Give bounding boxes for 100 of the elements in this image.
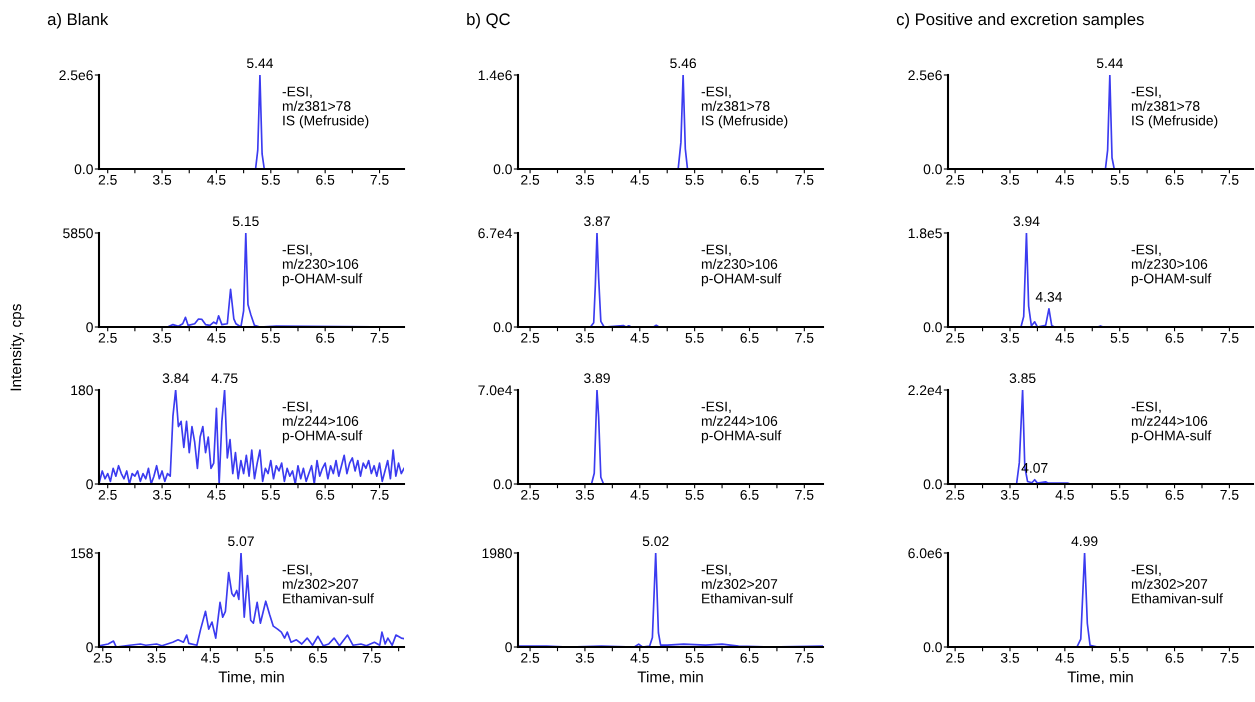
- x-tick-label: 4.5: [630, 175, 649, 185]
- x-tick-label: 2.5: [521, 332, 540, 343]
- annotation: 5.44: [1096, 58, 1123, 69]
- x-tick-label: 6.5: [316, 489, 335, 500]
- x-tick-label: 7.5: [362, 653, 381, 663]
- x-tick-label: 2.5: [98, 332, 117, 343]
- x-tick-label: 4.5: [630, 490, 649, 500]
- y-tick-label: 180: [71, 385, 93, 396]
- y-tick-label: 1980: [482, 548, 512, 559]
- x-tick-label: 6.5: [740, 332, 759, 343]
- x-axis-title: Time, min: [1067, 671, 1133, 685]
- x-tick-label: 6.5: [308, 652, 328, 663]
- annotation: 5.02: [642, 536, 669, 547]
- x-tick-label: 4.5: [1055, 490, 1074, 500]
- x-tick-label: 6.5: [1165, 489, 1184, 500]
- annotation: 3.89: [584, 373, 610, 384]
- y-tick-label: 0.0: [923, 479, 942, 490]
- x-tick-label: 5.5: [685, 490, 704, 500]
- annotation: -ESI, m/z230>106 p-OHAM-sulf: [701, 244, 782, 287]
- x-tick-label: 2.5: [98, 174, 117, 185]
- chart-title: a) Blank: [47, 12, 109, 29]
- x-tick-label: 3.5: [575, 174, 594, 185]
- x-tick-label: 7.5: [795, 653, 814, 663]
- y-tick-label: 2.5e6: [59, 70, 93, 81]
- annotation: 5.15: [232, 216, 259, 227]
- annotation: 3.94: [1013, 216, 1040, 227]
- y-tick-label: 0.0: [74, 164, 93, 175]
- x-tick-label: 4.5: [1055, 653, 1074, 663]
- x-tick-label: 7.5: [370, 490, 389, 500]
- y-tick-label: 0: [86, 479, 93, 490]
- x-tick-label: 2.5: [93, 652, 112, 663]
- x-tick-label: 3.5: [1000, 489, 1020, 500]
- x-tick-label: 5.5: [685, 175, 704, 185]
- x-tick-label: 4.5: [1055, 333, 1074, 343]
- x-tick-label: 3.5: [152, 332, 172, 343]
- x-tick-label: 4.5: [207, 490, 226, 500]
- x-tick-label: 4.5: [630, 333, 649, 343]
- y-tick-label: 0.0: [493, 479, 512, 490]
- x-tick-label: 4.5: [207, 333, 226, 343]
- x-tick-label: 6.5: [316, 174, 335, 185]
- x-tick-label: 3.5: [575, 652, 594, 663]
- annotation: 4.75: [211, 373, 238, 384]
- x-tick-label: 7.5: [1220, 175, 1239, 185]
- y-tick-label: 5850: [63, 228, 93, 239]
- y-tick-label: 0: [505, 642, 512, 653]
- y-tick-label: 6.7e4: [478, 228, 513, 239]
- x-tick-label: 6.5: [1165, 174, 1184, 185]
- x-tick-label: 7.5: [795, 175, 814, 185]
- x-tick-label: 4.5: [207, 175, 226, 185]
- x-tick-label: 4.5: [201, 653, 220, 663]
- y-tick-label: 2.5e6: [908, 70, 942, 81]
- y-tick-label: 0.0: [923, 642, 942, 653]
- annotation: -ESI, m/z381>78 IS (Mefruside): [1131, 86, 1218, 129]
- x-tick-label: 2.5: [98, 489, 117, 500]
- x-tick-label: 6.5: [740, 652, 759, 663]
- x-tick-label: 7.5: [795, 333, 814, 343]
- x-tick-label: 3.5: [575, 332, 594, 343]
- x-tick-label: 5.5: [255, 653, 274, 663]
- y-tick-label: 0.0: [493, 322, 512, 333]
- y-tick-label: 0.0: [493, 164, 512, 175]
- x-tick-label: 2.5: [946, 174, 965, 185]
- x-tick-label: 3.5: [575, 489, 594, 500]
- x-tick-label: 6.5: [316, 332, 335, 343]
- annotation: -ESI, m/z244>106 p-OHMA-sulf: [1131, 401, 1212, 444]
- x-tick-label: 3.5: [1000, 332, 1020, 343]
- annotation: -ESI, m/z302>207 Ethamivan-sulf: [701, 564, 793, 604]
- x-tick-label: 2.5: [521, 174, 540, 185]
- x-tick-label: 2.5: [946, 489, 965, 500]
- x-tick-label: 6.5: [740, 174, 759, 185]
- y-tick-label: 7.0e4: [478, 385, 513, 396]
- annotation: -ESI, m/z381>78 IS (Mefruside): [282, 86, 369, 129]
- annotation: 5.46: [670, 58, 697, 69]
- x-axis-title: Time, min: [218, 671, 284, 685]
- x-tick-label: 6.5: [1165, 332, 1184, 343]
- y-tick-label: 0: [86, 322, 93, 333]
- y-tick-label: 6.0e6: [908, 548, 942, 559]
- x-axis-title: Time, min: [637, 671, 703, 685]
- annotation: -ESI, m/z302>207 Ethamivan-sulf: [282, 564, 374, 604]
- x-tick-label: 7.5: [370, 175, 389, 185]
- annotation: 3.84: [162, 373, 189, 384]
- annotation: 5.44: [246, 58, 274, 69]
- annotation: 3.85: [1009, 373, 1036, 384]
- annotation: 4.34: [1035, 291, 1063, 302]
- x-tick-label: 3.5: [152, 489, 172, 500]
- x-tick-label: 6.5: [1165, 652, 1184, 663]
- y-tick-label: 158: [71, 548, 93, 559]
- x-tick-label: 5.5: [1110, 490, 1129, 500]
- x-tick-label: 7.5: [370, 333, 389, 343]
- x-tick-label: 3.5: [1000, 652, 1020, 663]
- annotation: -ESI, m/z230>106 p-OHAM-sulf: [1131, 244, 1212, 287]
- annotation: -ESI, m/z244>106 p-OHMA-sulf: [701, 401, 782, 444]
- x-tick-label: 7.5: [1220, 653, 1239, 663]
- annotation: -ESI, m/z244>106 p-OHMA-sulf: [282, 401, 363, 444]
- x-tick-label: 7.5: [1220, 333, 1239, 343]
- x-tick-label: 4.5: [630, 653, 649, 663]
- y-tick-label: 0.0: [923, 164, 942, 175]
- x-tick-label: 2.5: [946, 652, 965, 663]
- y-axis-title: Intensity, cps: [10, 304, 25, 391]
- annotation: 5.07: [228, 536, 254, 547]
- annotation: -ESI, m/z302>207 Ethamivan-sulf: [1131, 564, 1223, 604]
